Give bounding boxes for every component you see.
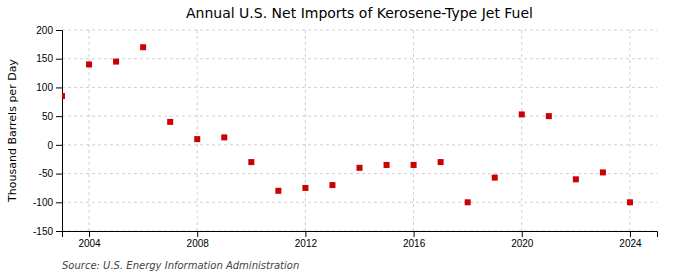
grid-line-y — [62, 116, 657, 117]
grid-line-y — [62, 58, 657, 59]
point — [600, 169, 606, 175]
y-axis: -150 -100 -50 0 50 100 150 200 — [33, 25, 63, 237]
grid-line-y — [62, 87, 657, 88]
point — [357, 165, 363, 171]
y-tick-label: 50 — [42, 111, 54, 122]
x-tick-mark — [197, 231, 198, 237]
x-tick-label: 2016 — [403, 238, 426, 249]
x-tick-mark — [522, 231, 523, 237]
y-tick: -150 — [33, 226, 62, 237]
y-tick-mark — [56, 59, 62, 60]
x-tick: 2008 — [187, 231, 210, 249]
y-tick-label: 200 — [36, 25, 53, 36]
point — [194, 136, 200, 142]
grid-line-x — [305, 30, 306, 231]
x-tick-mark — [89, 231, 90, 237]
point — [411, 162, 417, 168]
point — [248, 159, 254, 165]
point — [62, 93, 65, 99]
plot: 2004 2008 2012 2016 2020 2024 -150 -100 -50 0 50 10… — [33, 25, 658, 249]
point — [519, 111, 525, 117]
y-tick-label: 150 — [36, 53, 53, 64]
x-axis: 2004 2008 2012 2016 2020 2024 — [63, 231, 658, 249]
grid-line-x — [89, 30, 90, 231]
y-tick-mark — [56, 145, 62, 146]
grid-line-y — [62, 144, 657, 145]
point — [546, 113, 552, 119]
y-tick: 100 — [36, 82, 62, 93]
point — [221, 134, 227, 140]
x-tick-mark — [630, 231, 631, 237]
point — [438, 159, 444, 165]
y-tick-mark — [56, 174, 62, 175]
y-axis-label: Thousand Barrels per Day — [6, 59, 19, 203]
point — [329, 182, 335, 188]
y-tick-mark — [56, 87, 62, 88]
y-tick: -50 — [39, 168, 62, 179]
x-tick-mark — [414, 231, 415, 237]
points — [62, 44, 633, 205]
chart: 2004 2008 2012 2016 2020 2024 -150 -100 -50 0 50 10… — [0, 0, 675, 275]
title: Annual U.S. Net Imports of Kerosene-Type… — [186, 5, 533, 21]
y-tick-label: 100 — [36, 82, 53, 93]
y-tick-mark — [56, 30, 62, 31]
x-tick-mark — [305, 231, 306, 237]
y-tick-mark — [56, 116, 62, 117]
y-axis-line — [56, 31, 63, 232]
y-tick: -100 — [33, 197, 62, 208]
y-tick-mark — [56, 202, 62, 203]
x-tick-label: 2008 — [187, 238, 210, 249]
y-tick-label: -150 — [33, 226, 53, 237]
grid-line-y — [62, 202, 657, 203]
point — [167, 119, 173, 125]
y-tick-label: -100 — [33, 197, 53, 208]
grid-line-y — [62, 30, 657, 31]
y-tick: 50 — [42, 111, 62, 122]
point — [113, 59, 119, 65]
grid-line-y — [62, 173, 657, 174]
grid — [62, 30, 657, 231]
x-tick: 2004 — [78, 231, 101, 249]
point — [384, 162, 390, 168]
grid-line-x — [521, 30, 522, 231]
x-tick-label: 2004 — [78, 238, 101, 249]
x-tick: 2012 — [295, 231, 318, 249]
point — [627, 199, 633, 205]
y-tick: 150 — [36, 53, 62, 64]
x-tick-label: 2024 — [619, 238, 642, 249]
point — [275, 188, 281, 194]
x-tick: 2020 — [511, 231, 534, 249]
y-tick: 200 — [36, 25, 62, 36]
source: Source: U.S. Energy Information Administ… — [62, 260, 299, 271]
x-tick: 2016 — [403, 231, 426, 249]
y-tick-label: -50 — [39, 168, 54, 179]
grid-line-x — [413, 30, 414, 231]
x-tick-label: 2012 — [295, 238, 318, 249]
point — [86, 61, 92, 67]
point — [492, 175, 498, 181]
y-tick-label: 0 — [47, 140, 53, 151]
point — [302, 185, 308, 191]
x-tick: 2024 — [619, 231, 642, 249]
point — [573, 176, 579, 182]
point — [140, 44, 146, 50]
x-tick-label: 2020 — [511, 238, 534, 249]
x-axis-line — [63, 232, 658, 238]
y-tick: 0 — [47, 140, 62, 151]
point — [465, 199, 471, 205]
y-tick-mark — [56, 231, 62, 232]
grid-line-x — [197, 30, 198, 231]
